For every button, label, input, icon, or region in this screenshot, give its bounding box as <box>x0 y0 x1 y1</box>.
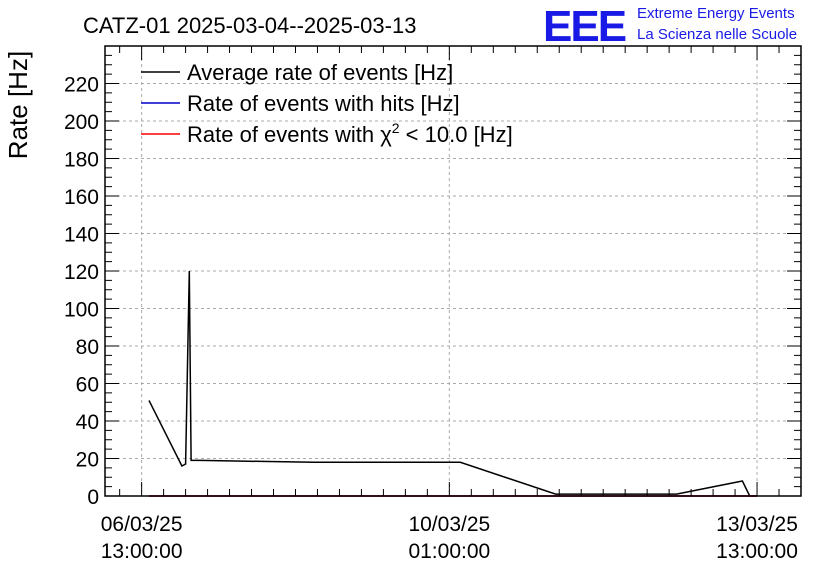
legend: Average rate of events [Hz] Rate of even… <box>141 60 513 147</box>
x-tick-date: 10/03/25 <box>408 513 490 536</box>
axes <box>104 45 802 497</box>
eee-logo-text: EEE <box>543 2 626 51</box>
chart-title: CATZ-01 2025-03-04--2025-03-13 <box>83 13 416 38</box>
eee-logo-line2: La Scienza nelle Scuole <box>637 26 797 43</box>
y-tick-label: 160 <box>64 186 99 209</box>
y-tick-label: 60 <box>76 374 99 397</box>
eee-logo: EEE Extreme Energy Events La Scienza nel… <box>543 2 797 51</box>
grid-lines <box>105 46 801 496</box>
y-tick-label: 140 <box>64 224 99 247</box>
x-tick-time: 01:00:00 <box>408 540 490 563</box>
plot-frame <box>104 45 802 497</box>
x-tick-date: 06/03/25 <box>101 513 183 536</box>
x-tick-time: 13:00:00 <box>716 540 798 563</box>
y-tick-label: 200 <box>64 111 99 134</box>
x-tick-date: 13/03/25 <box>716 513 798 536</box>
legend-label-hits: Rate of events with hits [Hz] <box>187 91 460 116</box>
y-tick-label: 40 <box>76 411 99 434</box>
y-tick-label: 120 <box>64 261 99 284</box>
legend-label-average: Average rate of events [Hz] <box>187 60 453 85</box>
y-tick-label: 220 <box>64 74 99 97</box>
y-tick-label: 180 <box>64 149 99 172</box>
y-tick-label: 20 <box>76 449 99 472</box>
y-axis-label: Rate [Hz] <box>3 51 33 159</box>
legend-label-chi2: Rate of events with χ2 < 10.0 [Hz] <box>187 120 513 147</box>
x-tick-time: 13:00:00 <box>101 540 183 563</box>
series-line-0 <box>148 270 757 497</box>
y-tick-label: 0 <box>87 486 99 509</box>
y-tick-label: 100 <box>64 299 99 322</box>
ticks: 0 20 40 60 80 100 120 140 160 180 200 220 06/03/25 13… <box>64 74 798 564</box>
eee-logo-line1: Extreme Energy Events <box>637 5 795 22</box>
y-tick-label: 80 <box>76 336 99 359</box>
